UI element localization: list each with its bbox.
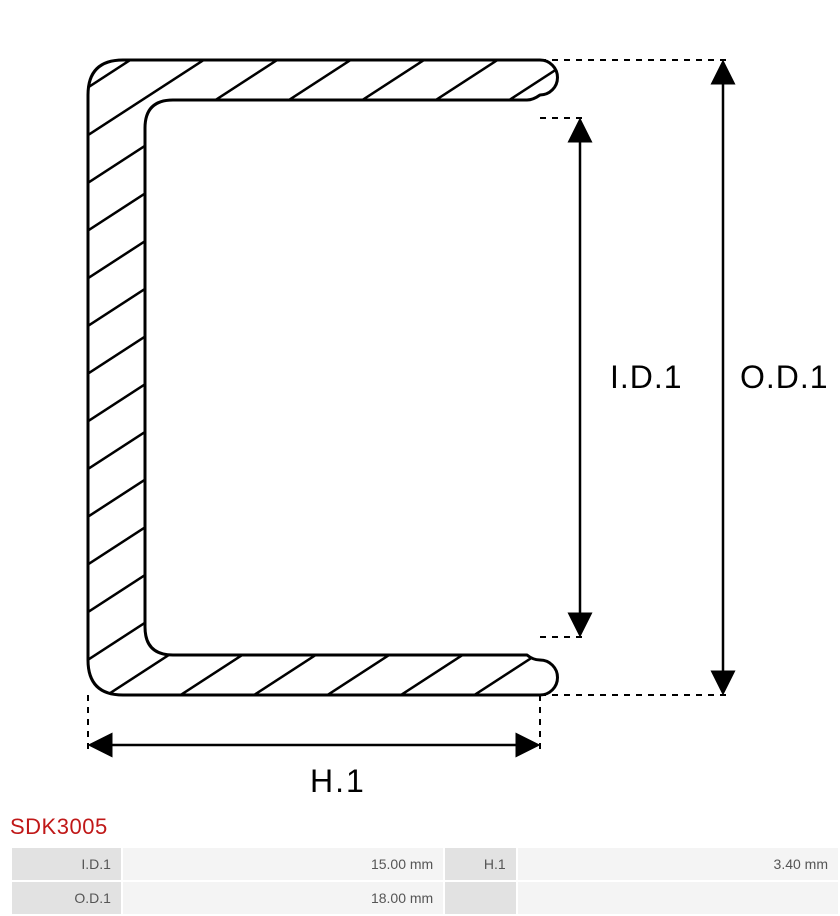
spec-label-empty <box>445 882 515 914</box>
cross-section-diagram: I.D.1 O.D.1 H.1 <box>0 0 840 810</box>
product-code: SDK3005 <box>0 810 840 846</box>
label-od1: O.D.1 <box>740 359 829 395</box>
spec-value: 3.40 mm <box>518 848 838 880</box>
spec-value: 18.00 mm <box>123 882 443 914</box>
table-row: O.D.1 18.00 mm <box>12 882 838 914</box>
spec-value-empty <box>518 882 838 914</box>
spec-table: I.D.1 15.00 mm H.1 3.40 mm O.D.1 18.00 m… <box>10 846 840 916</box>
label-id1: I.D.1 <box>610 359 683 395</box>
spec-label: H.1 <box>445 848 515 880</box>
spec-label: I.D.1 <box>12 848 121 880</box>
spec-label: O.D.1 <box>12 882 121 914</box>
profile-outline <box>88 60 558 695</box>
spec-value: 15.00 mm <box>123 848 443 880</box>
table-row: I.D.1 15.00 mm H.1 3.40 mm <box>12 848 838 880</box>
label-h1: H.1 <box>310 763 366 799</box>
